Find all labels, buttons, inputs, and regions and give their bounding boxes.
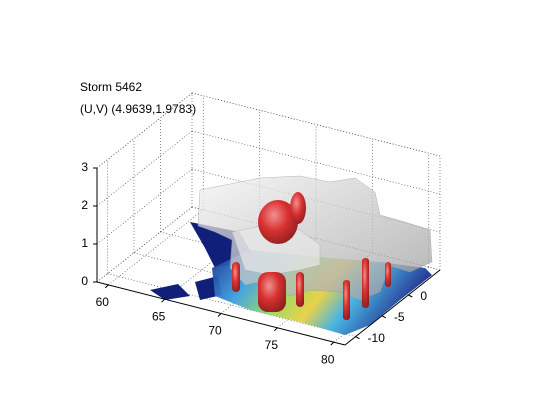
grid-line — [191, 92, 441, 157]
y-tick-label: 0 — [420, 289, 427, 303]
x-tick — [161, 298, 165, 303]
x-tick-label: 60 — [96, 295, 110, 309]
y-tick-label: -10 — [368, 331, 386, 345]
red-isosurface — [258, 272, 286, 312]
grid-line — [96, 92, 193, 169]
z-tick-label: 1 — [81, 236, 88, 250]
box-edge — [191, 92, 441, 157]
chart-title: Storm 5462 — [80, 80, 142, 94]
y-tick — [355, 336, 360, 340]
red-isosurface — [362, 258, 369, 308]
y-tick-label: -5 — [394, 310, 405, 324]
red-isosurface — [232, 262, 240, 292]
grid-line — [96, 168, 193, 245]
grid-line — [96, 206, 193, 283]
grid-line — [107, 273, 356, 338]
z-tick-label: 3 — [81, 160, 88, 174]
x-tick — [330, 341, 335, 346]
red-isosurface — [385, 262, 391, 287]
z-tick-label: 0 — [81, 274, 88, 288]
x-tick-label: 80 — [321, 352, 335, 366]
axes: 60 65 70 75 80 -10 -5 0 0 1 2 3 — [81, 160, 441, 366]
x-tick — [274, 327, 278, 332]
grid-line — [96, 130, 193, 207]
chart-subtitle: (U,V) (4.9639,1.9783) — [80, 102, 196, 116]
isosurfaces — [150, 175, 433, 335]
floor-slice — [150, 222, 255, 300]
y-axis — [344, 269, 441, 346]
red-isosurface — [296, 272, 304, 307]
x-tick-label: 65 — [152, 309, 166, 323]
grid-line — [191, 130, 441, 195]
z-tick-label: 2 — [81, 198, 88, 212]
x-tick-label: 70 — [208, 324, 222, 338]
x-tick-label: 75 — [265, 338, 279, 352]
red-isosurface — [258, 200, 298, 244]
red-isosurface — [343, 280, 350, 320]
red-isosurface — [290, 192, 306, 224]
grid-line — [108, 209, 204, 286]
y-tick — [381, 315, 387, 319]
x-tick — [217, 313, 222, 317]
x-tick — [104, 284, 109, 289]
y-tick — [408, 294, 413, 298]
